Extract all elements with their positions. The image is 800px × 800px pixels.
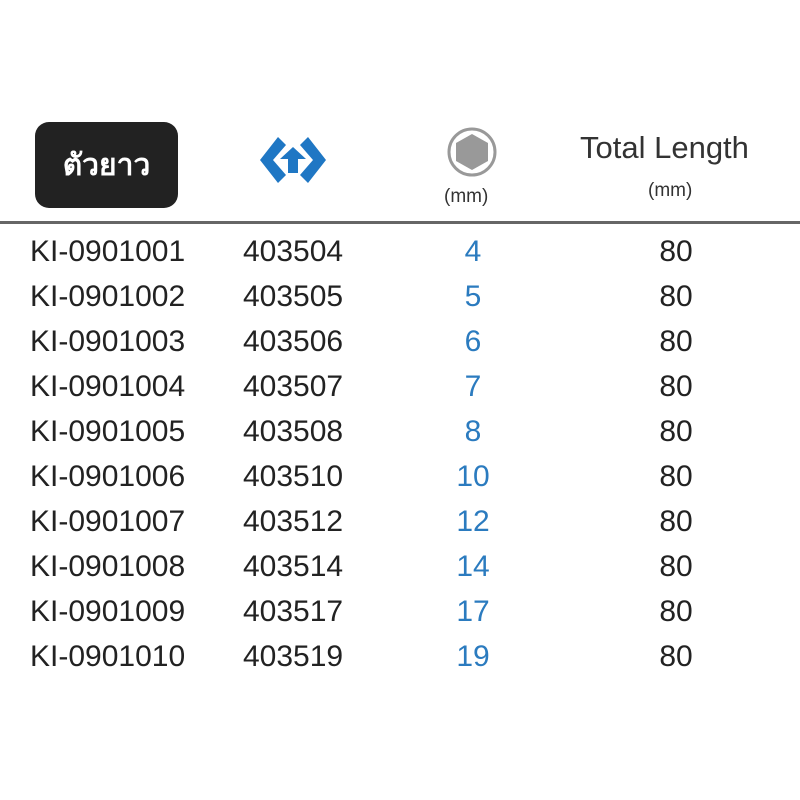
table-row: KI-0901009 403517 17 80 bbox=[0, 595, 800, 640]
length-unit: (mm) bbox=[648, 180, 693, 201]
product-code: KI-0901009 bbox=[30, 595, 186, 628]
hex-size: 7 bbox=[464, 370, 482, 403]
product-code: KI-0901006 bbox=[30, 460, 186, 493]
product-code: KI-0901007 bbox=[30, 505, 186, 538]
total-length: 80 bbox=[659, 415, 693, 448]
hex-size: 4 bbox=[464, 235, 482, 268]
total-length: 80 bbox=[659, 325, 693, 358]
product-code: KI-0901005 bbox=[30, 415, 186, 448]
table-row: KI-0901004 403507 7 80 bbox=[0, 370, 800, 415]
total-length: 80 bbox=[659, 280, 693, 313]
total-length: 80 bbox=[659, 505, 693, 538]
hex-size: 8 bbox=[464, 415, 482, 448]
table-row: KI-0901007 403512 12 80 bbox=[0, 505, 800, 550]
product-code: KI-0901003 bbox=[30, 325, 186, 358]
total-length: 80 bbox=[659, 460, 693, 493]
table-row: KI-0901003 403506 6 80 bbox=[0, 325, 800, 370]
hex-size: 17 bbox=[456, 595, 490, 628]
hex-size: 10 bbox=[456, 460, 490, 493]
total-length: 80 bbox=[659, 550, 693, 583]
hexagon-icon bbox=[447, 127, 497, 177]
reference-number: 403505 bbox=[243, 280, 344, 313]
reference-number: 403510 bbox=[243, 460, 344, 493]
hex-size: 5 bbox=[464, 280, 482, 313]
product-code: KI-0901008 bbox=[30, 550, 186, 583]
product-code: KI-0901010 bbox=[30, 640, 186, 673]
reference-number: 403504 bbox=[243, 235, 344, 268]
total-length-header: Total Length bbox=[580, 130, 749, 165]
hex-size: 12 bbox=[456, 505, 490, 538]
hex-size: 6 bbox=[464, 325, 482, 358]
hex-size: 19 bbox=[456, 640, 490, 673]
table-row: KI-0901001 403504 4 80 bbox=[0, 235, 800, 280]
table-row: KI-0901002 403505 5 80 bbox=[0, 280, 800, 325]
product-code: KI-0901002 bbox=[30, 280, 186, 313]
total-length: 80 bbox=[659, 370, 693, 403]
reference-number: 403517 bbox=[243, 595, 344, 628]
product-code: KI-0901001 bbox=[30, 235, 186, 268]
size-unit: (mm) bbox=[444, 186, 489, 207]
total-length: 80 bbox=[659, 595, 693, 628]
reference-number: 403514 bbox=[243, 550, 344, 583]
total-length: 80 bbox=[659, 640, 693, 673]
reference-number: 403508 bbox=[243, 415, 344, 448]
product-code: KI-0901004 bbox=[30, 370, 186, 403]
brand-logo-icon bbox=[260, 137, 326, 183]
table-row: KI-0901010 403519 19 80 bbox=[0, 640, 800, 685]
hex-size: 14 bbox=[456, 550, 490, 583]
table-row: KI-0901008 403514 14 80 bbox=[0, 550, 800, 595]
reference-number: 403512 bbox=[243, 505, 344, 538]
header-divider bbox=[0, 221, 800, 224]
table-row: KI-0901005 403508 8 80 bbox=[0, 415, 800, 460]
reference-number: 403506 bbox=[243, 325, 344, 358]
total-length: 80 bbox=[659, 235, 693, 268]
reference-number: 403507 bbox=[243, 370, 344, 403]
reference-number: 403519 bbox=[243, 640, 344, 673]
table-row: KI-0901006 403510 10 80 bbox=[0, 460, 800, 505]
type-badge: ตัวยาว bbox=[35, 122, 178, 208]
